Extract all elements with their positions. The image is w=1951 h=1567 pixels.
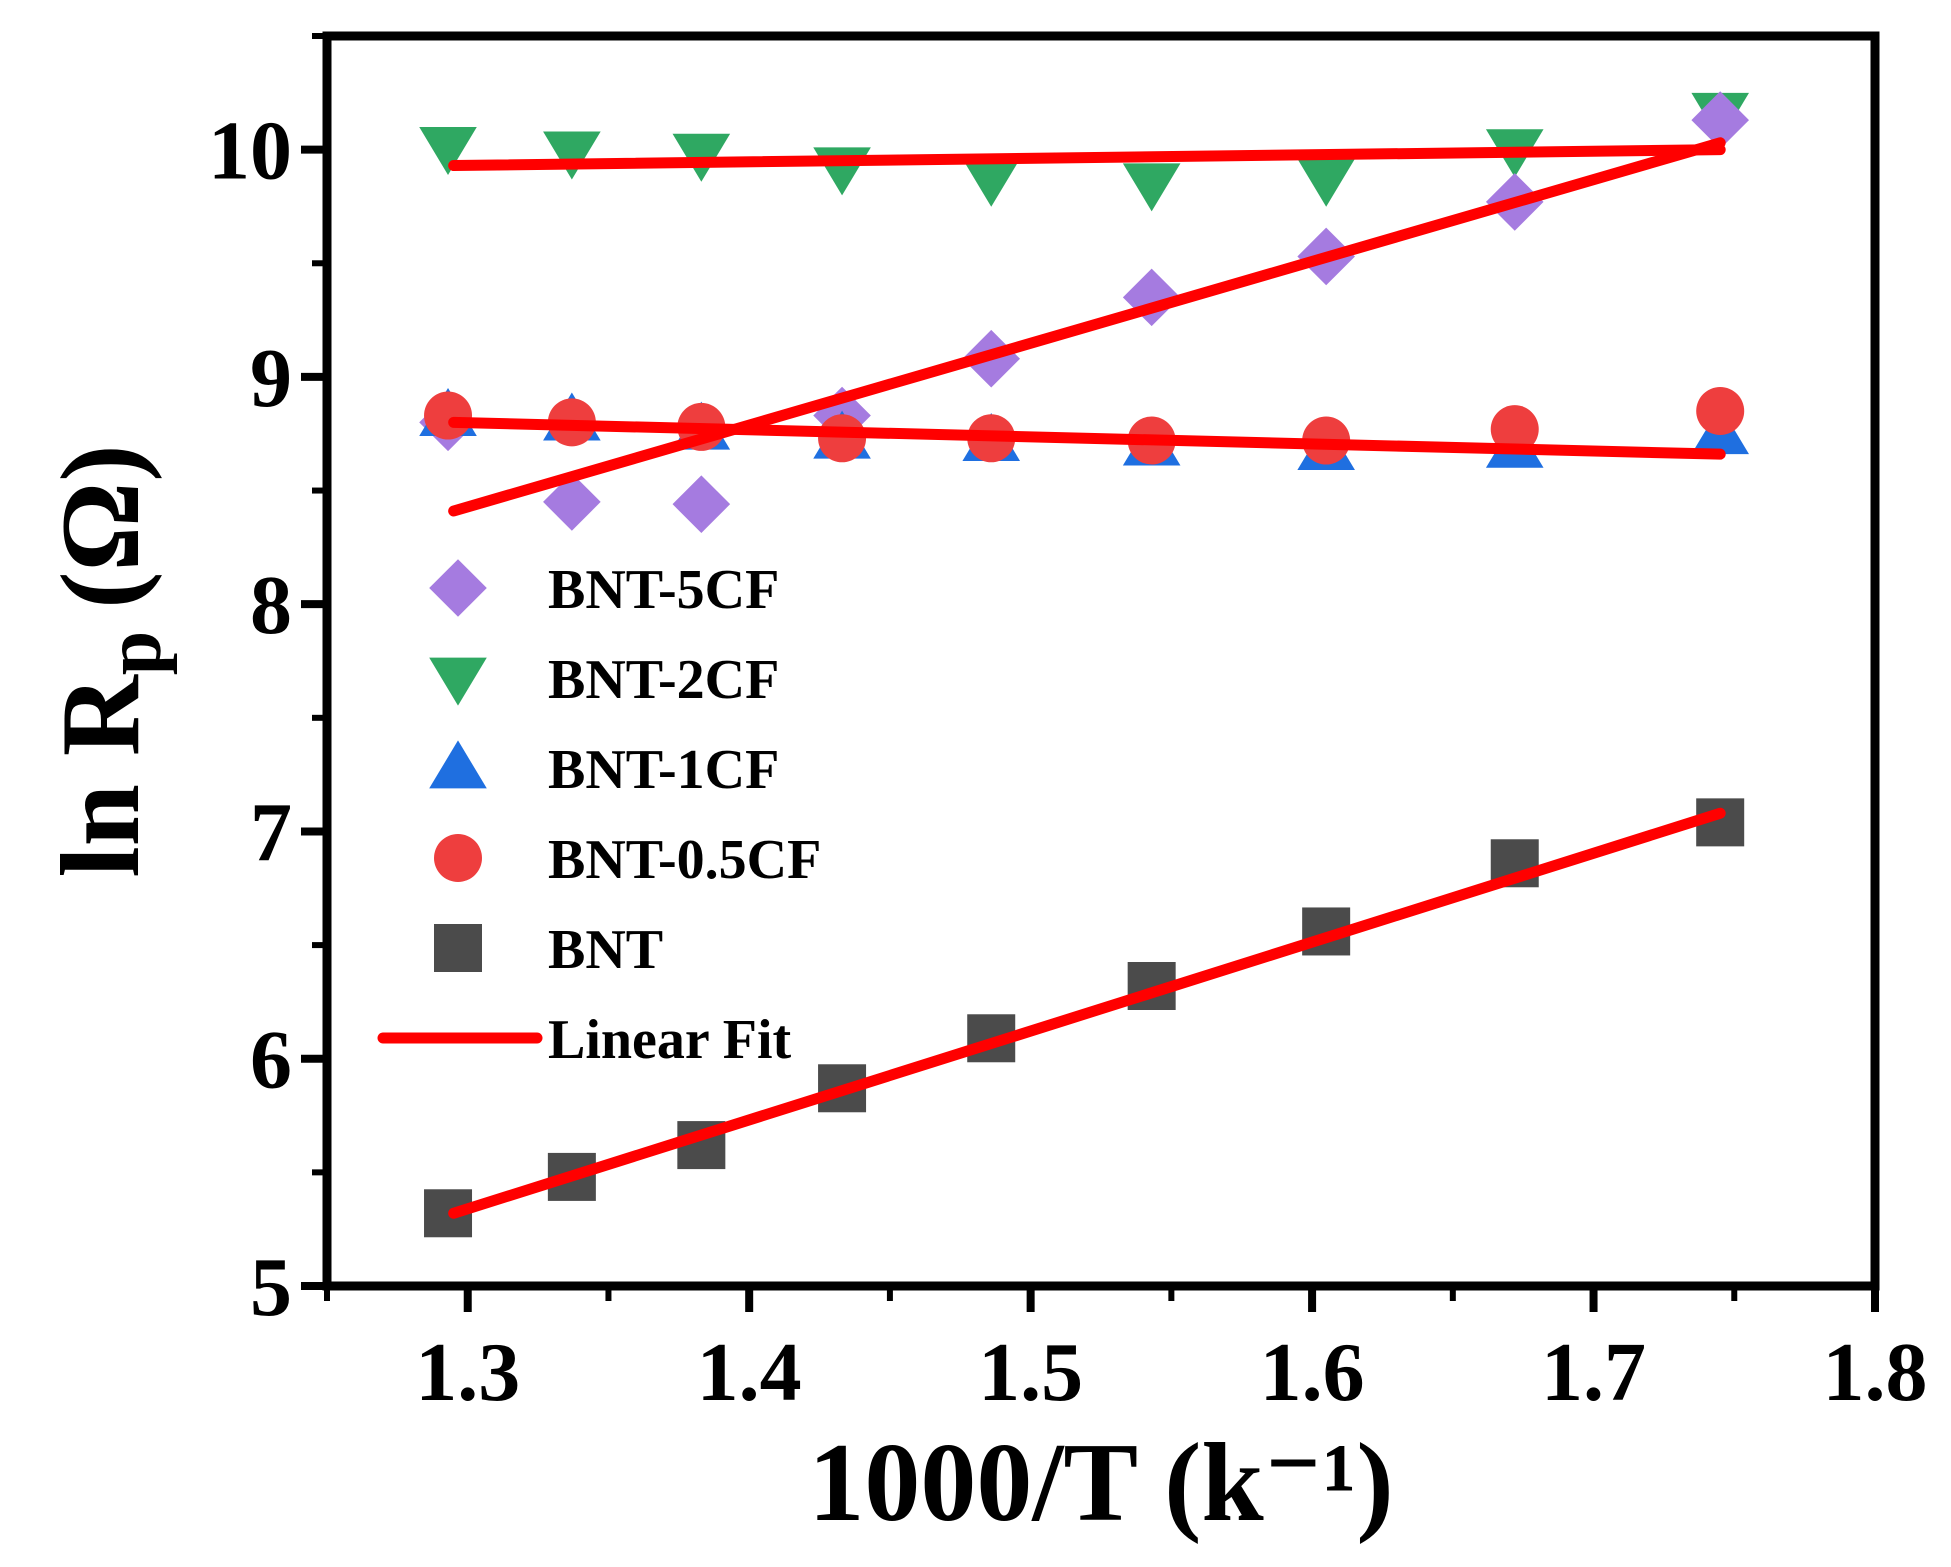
fit-line [448, 137, 1726, 517]
legend-label-bnt-1cf: BNT-1CF [548, 739, 779, 801]
legend: BNT-5CF BNT-2CF BNT-1CF BNT-0.5CF BNT Linear … [377, 559, 821, 1071]
legend-swatch-bnt [434, 924, 482, 972]
data-point-bnt-5cf [1691, 91, 1749, 149]
data-point-bnt-2cf [419, 126, 477, 175]
y-axis-title-unit: (Ω) [39, 444, 163, 608]
fit-line [448, 144, 1726, 172]
data-point-bnt-2cf [1122, 163, 1181, 212]
data-point-bnt-0-5cf [424, 391, 473, 440]
legend-swatch-bnt-0-5cf [434, 834, 482, 882]
legend-label-linear-fit: Linear Fit [548, 1009, 792, 1071]
x-tick-label: 1.7 [1541, 1326, 1646, 1419]
legend-swatch-bnt-1cf [429, 740, 487, 789]
x-tick-label: 1.8 [1823, 1326, 1928, 1419]
data-point-bnt-0-5cf [1490, 405, 1539, 454]
legend-label-bnt: BNT [548, 919, 663, 981]
x-tick-label: 1.6 [1260, 1326, 1365, 1419]
y-axis-title-main: ln R [39, 674, 163, 877]
x-axis-title: 1000/T (k⁻¹) [808, 1421, 1393, 1545]
legend-swatch-bnt-2cf [429, 657, 487, 706]
fit-line [448, 416, 1726, 460]
legend-label-bnt-5cf: BNT-5CF [548, 559, 779, 621]
data-point-bnt-0-5cf [1696, 387, 1745, 435]
y-tick-label: 7 [250, 786, 292, 879]
data-point-bnt-2cf [962, 158, 1021, 207]
y-tick-label: 9 [250, 332, 292, 425]
legend-label-bnt-2cf: BNT-2CF [548, 649, 779, 711]
y-tick-label: 8 [250, 559, 292, 652]
linear-fits [448, 137, 1726, 1219]
x-tick-label: 1.4 [697, 1326, 802, 1419]
y-tick-label: 5 [250, 1241, 292, 1334]
data-point-bnt-5cf [672, 475, 731, 533]
data-point-bnt-2cf [1297, 158, 1355, 207]
x-tick-label: 1.3 [415, 1326, 520, 1419]
legend-label-bnt-0-5cf: BNT-0.5CF [548, 829, 821, 891]
y-axis-title: ln Rp (Ω) [39, 444, 178, 877]
y-axis-title-subscript: p [90, 631, 178, 676]
data-point-bnt-2cf [813, 147, 871, 196]
y-tick-label: 6 [250, 1014, 292, 1107]
data-point-bnt-0-5cf [818, 414, 867, 463]
data-point-bnt-5cf [543, 473, 601, 531]
y-tick-label: 10 [208, 105, 292, 198]
fit-line [448, 807, 1726, 1219]
x-tick-label: 1.5 [978, 1326, 1083, 1419]
data-point-bnt-2cf [543, 131, 601, 180]
plot-frame [322, 31, 1880, 1291]
axis-ticks: 1.3 1.4 1.5 1.6 1.7 1.8 5 6 7 8 9 10 [208, 33, 1928, 1419]
legend-swatch-bnt-5cf [429, 559, 487, 617]
